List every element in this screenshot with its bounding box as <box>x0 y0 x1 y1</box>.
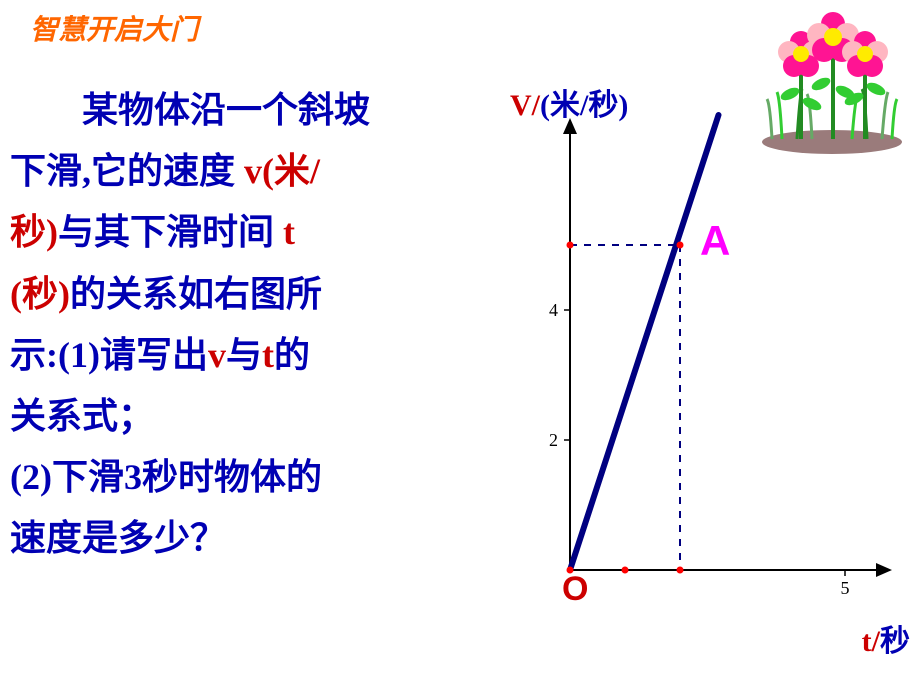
text-l6: 关系式； <box>10 396 154 436</box>
header-title: 智慧开启大门 <box>30 15 198 46</box>
text-l3c: t <box>283 212 295 252</box>
text-line1: 某物体沿一个斜坡 <box>10 90 370 130</box>
text-l7: (2)下滑3秒时物体的 <box>10 457 322 497</box>
text-l4a: (秒) <box>10 274 70 314</box>
text-l3b: 与其下滑时间 <box>58 212 283 252</box>
svg-text:A: A <box>700 217 730 264</box>
flower-decoration <box>752 4 912 154</box>
text-l8: 速度是多少？ <box>10 518 226 558</box>
tlabel-unit: 秒 <box>880 625 910 658</box>
text-l5b: v <box>208 335 226 375</box>
text-l5d: t <box>262 335 274 375</box>
text-l5e: 的 <box>274 335 310 375</box>
text-l3a: 秒) <box>10 212 58 252</box>
page-header: 智慧开启大门 <box>30 8 198 48</box>
flower-3 <box>842 31 888 139</box>
tlabel-t: t/ <box>862 625 880 658</box>
text-l5a: 示:(1)请写出 <box>10 335 208 375</box>
vlabel-v: V/ <box>510 89 540 122</box>
velocity-time-graph: 2 4 5 O A <box>500 80 920 640</box>
v-axis-label: V/(米/秒) <box>510 80 628 124</box>
t-axis-label: t/秒 <box>862 616 910 660</box>
vlabel-unit: (米/秒) <box>540 89 628 122</box>
text-l5c: 与 <box>226 335 262 375</box>
svg-text:O: O <box>562 570 588 608</box>
svg-text:2: 2 <box>549 430 558 450</box>
text-l4b: 的关系如右图所 <box>70 274 322 314</box>
text-l2b: v(米/ <box>244 151 320 191</box>
chart-container: V/(米/秒) 2 4 5 O A t/秒 <box>500 80 920 660</box>
flower-2 <box>807 12 859 139</box>
question-text: 某物体沿一个斜坡 下滑,它的速度 v(米/ 秒)与其下滑时间 t (秒)的关系如… <box>10 80 500 570</box>
svg-text:5: 5 <box>841 578 850 598</box>
svg-text:4: 4 <box>549 300 558 320</box>
text-l2a: 下滑,它的速度 <box>10 151 244 191</box>
